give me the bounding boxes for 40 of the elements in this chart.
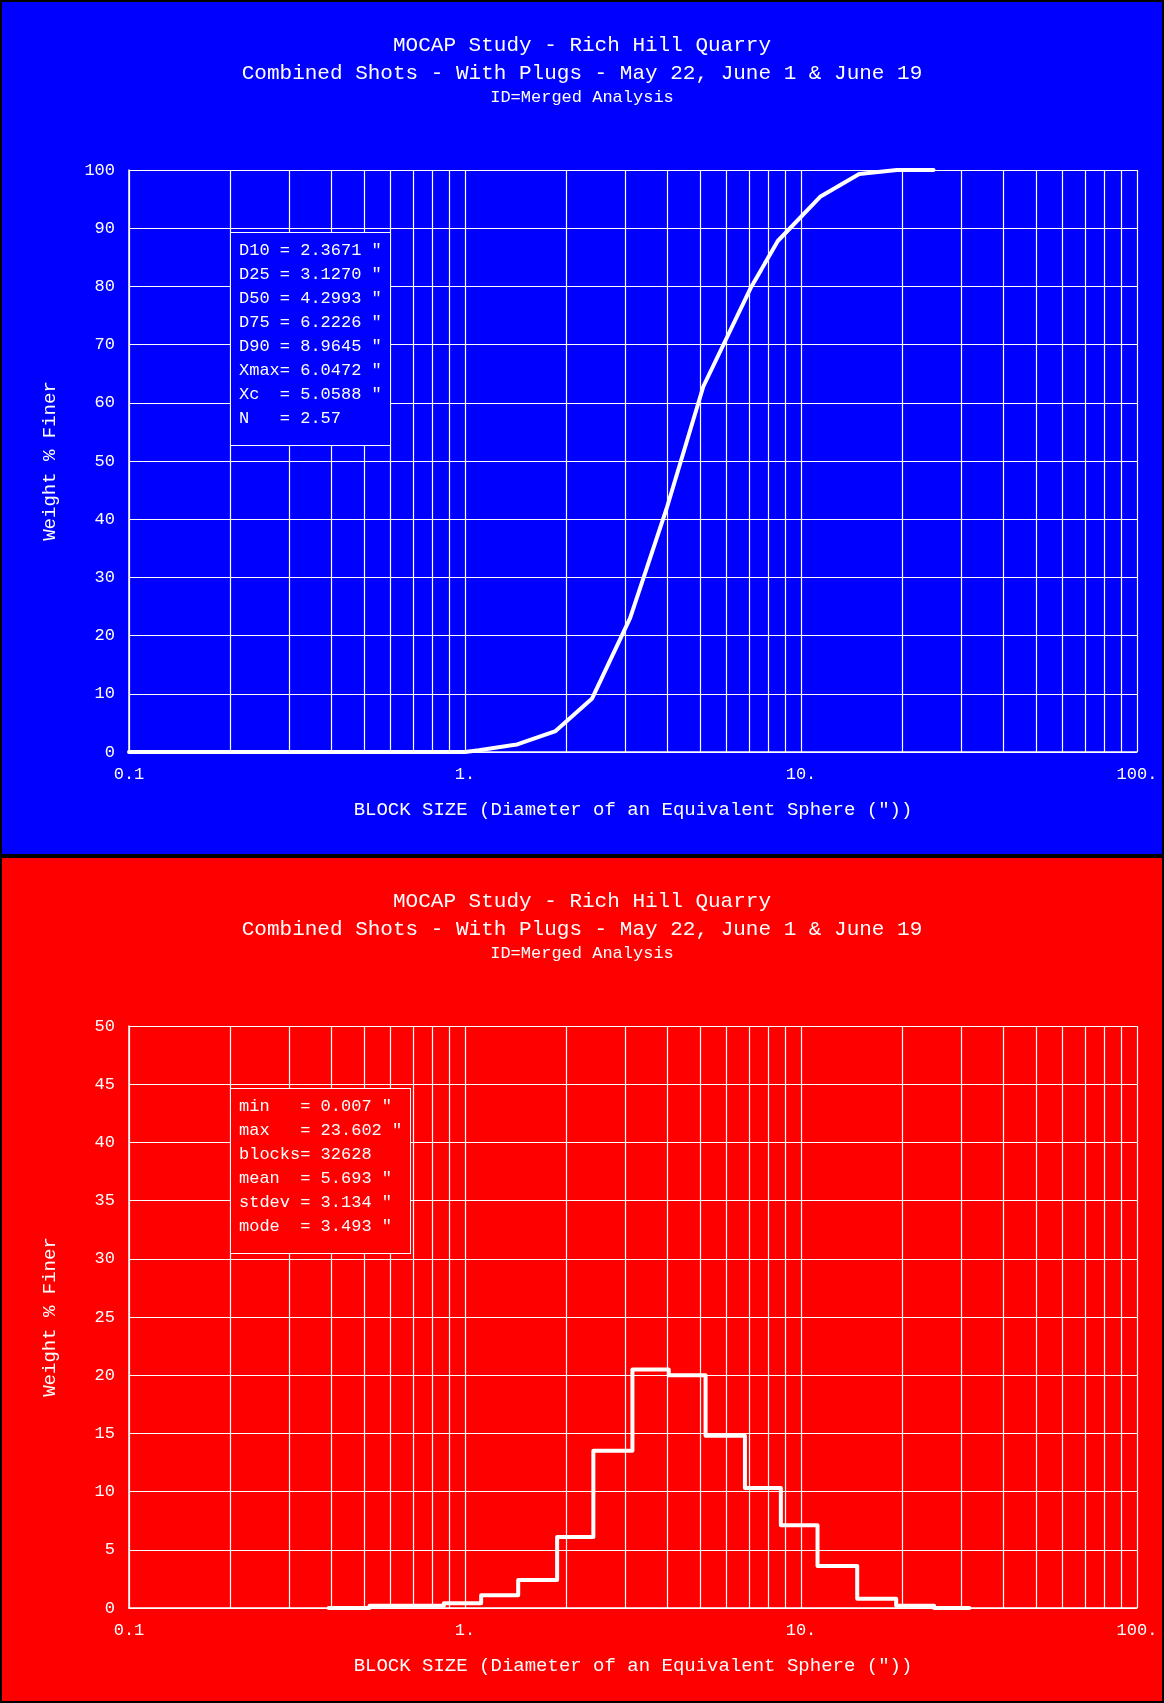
y-tick-label: 90	[94, 218, 115, 238]
chart-title: MOCAP Study - Rich Hill Quarry	[392, 34, 772, 57]
y-axis-title: Weight % Finer	[38, 1237, 61, 1397]
y-tick-label: 100	[84, 160, 115, 180]
y-tick-label: 10	[94, 684, 115, 704]
y-tick-label: 30	[94, 1249, 115, 1269]
y-tick-label: 0	[104, 742, 115, 762]
y-tick-label: 25	[94, 1307, 115, 1327]
y-tick-label: 50	[94, 451, 115, 471]
y-tick-label: 40	[94, 509, 115, 529]
y-tick-label: 15	[94, 1423, 115, 1443]
x-tick-label: 0.1	[113, 765, 145, 784]
chart-title: MOCAP Study - Rich Hill Quarry	[392, 890, 772, 913]
y-tick-label: 45	[94, 1074, 115, 1094]
y-tick-label: 70	[94, 335, 115, 355]
x-tick-label: 0.1	[113, 1621, 145, 1640]
y-tick-label: 0	[104, 1598, 115, 1618]
y-tick-label: 30	[94, 567, 115, 587]
y-tick-label: 5	[104, 1540, 115, 1560]
stats-box: min = 0.007 " max = 23.602 " blocks= 32628 mean = 5.693 " stdev = 3.134 " mode = 3.493 "	[230, 1088, 412, 1254]
x-axis-title: BLOCK SIZE (Diameter of an Equivalent Sphere ("))	[353, 1654, 913, 1677]
x-axis-title: BLOCK SIZE (Diameter of an Equivalent Sphere ("))	[353, 798, 913, 821]
y-tick-label: 80	[94, 276, 115, 296]
y-tick-label: 60	[94, 393, 115, 413]
x-tick-label: 10.	[785, 1621, 817, 1640]
y-tick-label: 20	[94, 1365, 115, 1385]
chart-subtitle: Combined Shots - With Plugs - May 22, June 1 & June 19 ID=Merged Analysis	[241, 918, 923, 963]
x-tick-label: 100.	[1116, 765, 1158, 784]
stats-box: D10 = 2.3671 " D25 = 3.1270 " D50 = 4.2993 " D75 = 6.2226 " D90 = 8.9645 " Xmax= 6.0472 " Xc = 5.0588 " N = 2.57	[230, 232, 391, 446]
y-tick-label: 10	[94, 1482, 115, 1502]
x-tick-label: 1.	[454, 765, 476, 784]
x-tick-label: 10.	[785, 765, 817, 784]
y-tick-label: 35	[94, 1191, 115, 1211]
y-tick-label: 40	[94, 1132, 115, 1152]
chart-subtitle: Combined Shots - With Plugs - May 22, June 1 & June 19 ID=Merged Analysis	[241, 62, 923, 107]
x-tick-label: 100.	[1116, 1621, 1158, 1640]
y-tick-label: 20	[94, 626, 115, 646]
y-tick-label: 50	[94, 1016, 115, 1036]
y-axis-title: Weight % Finer	[38, 381, 61, 541]
x-tick-label: 1.	[454, 1621, 476, 1640]
